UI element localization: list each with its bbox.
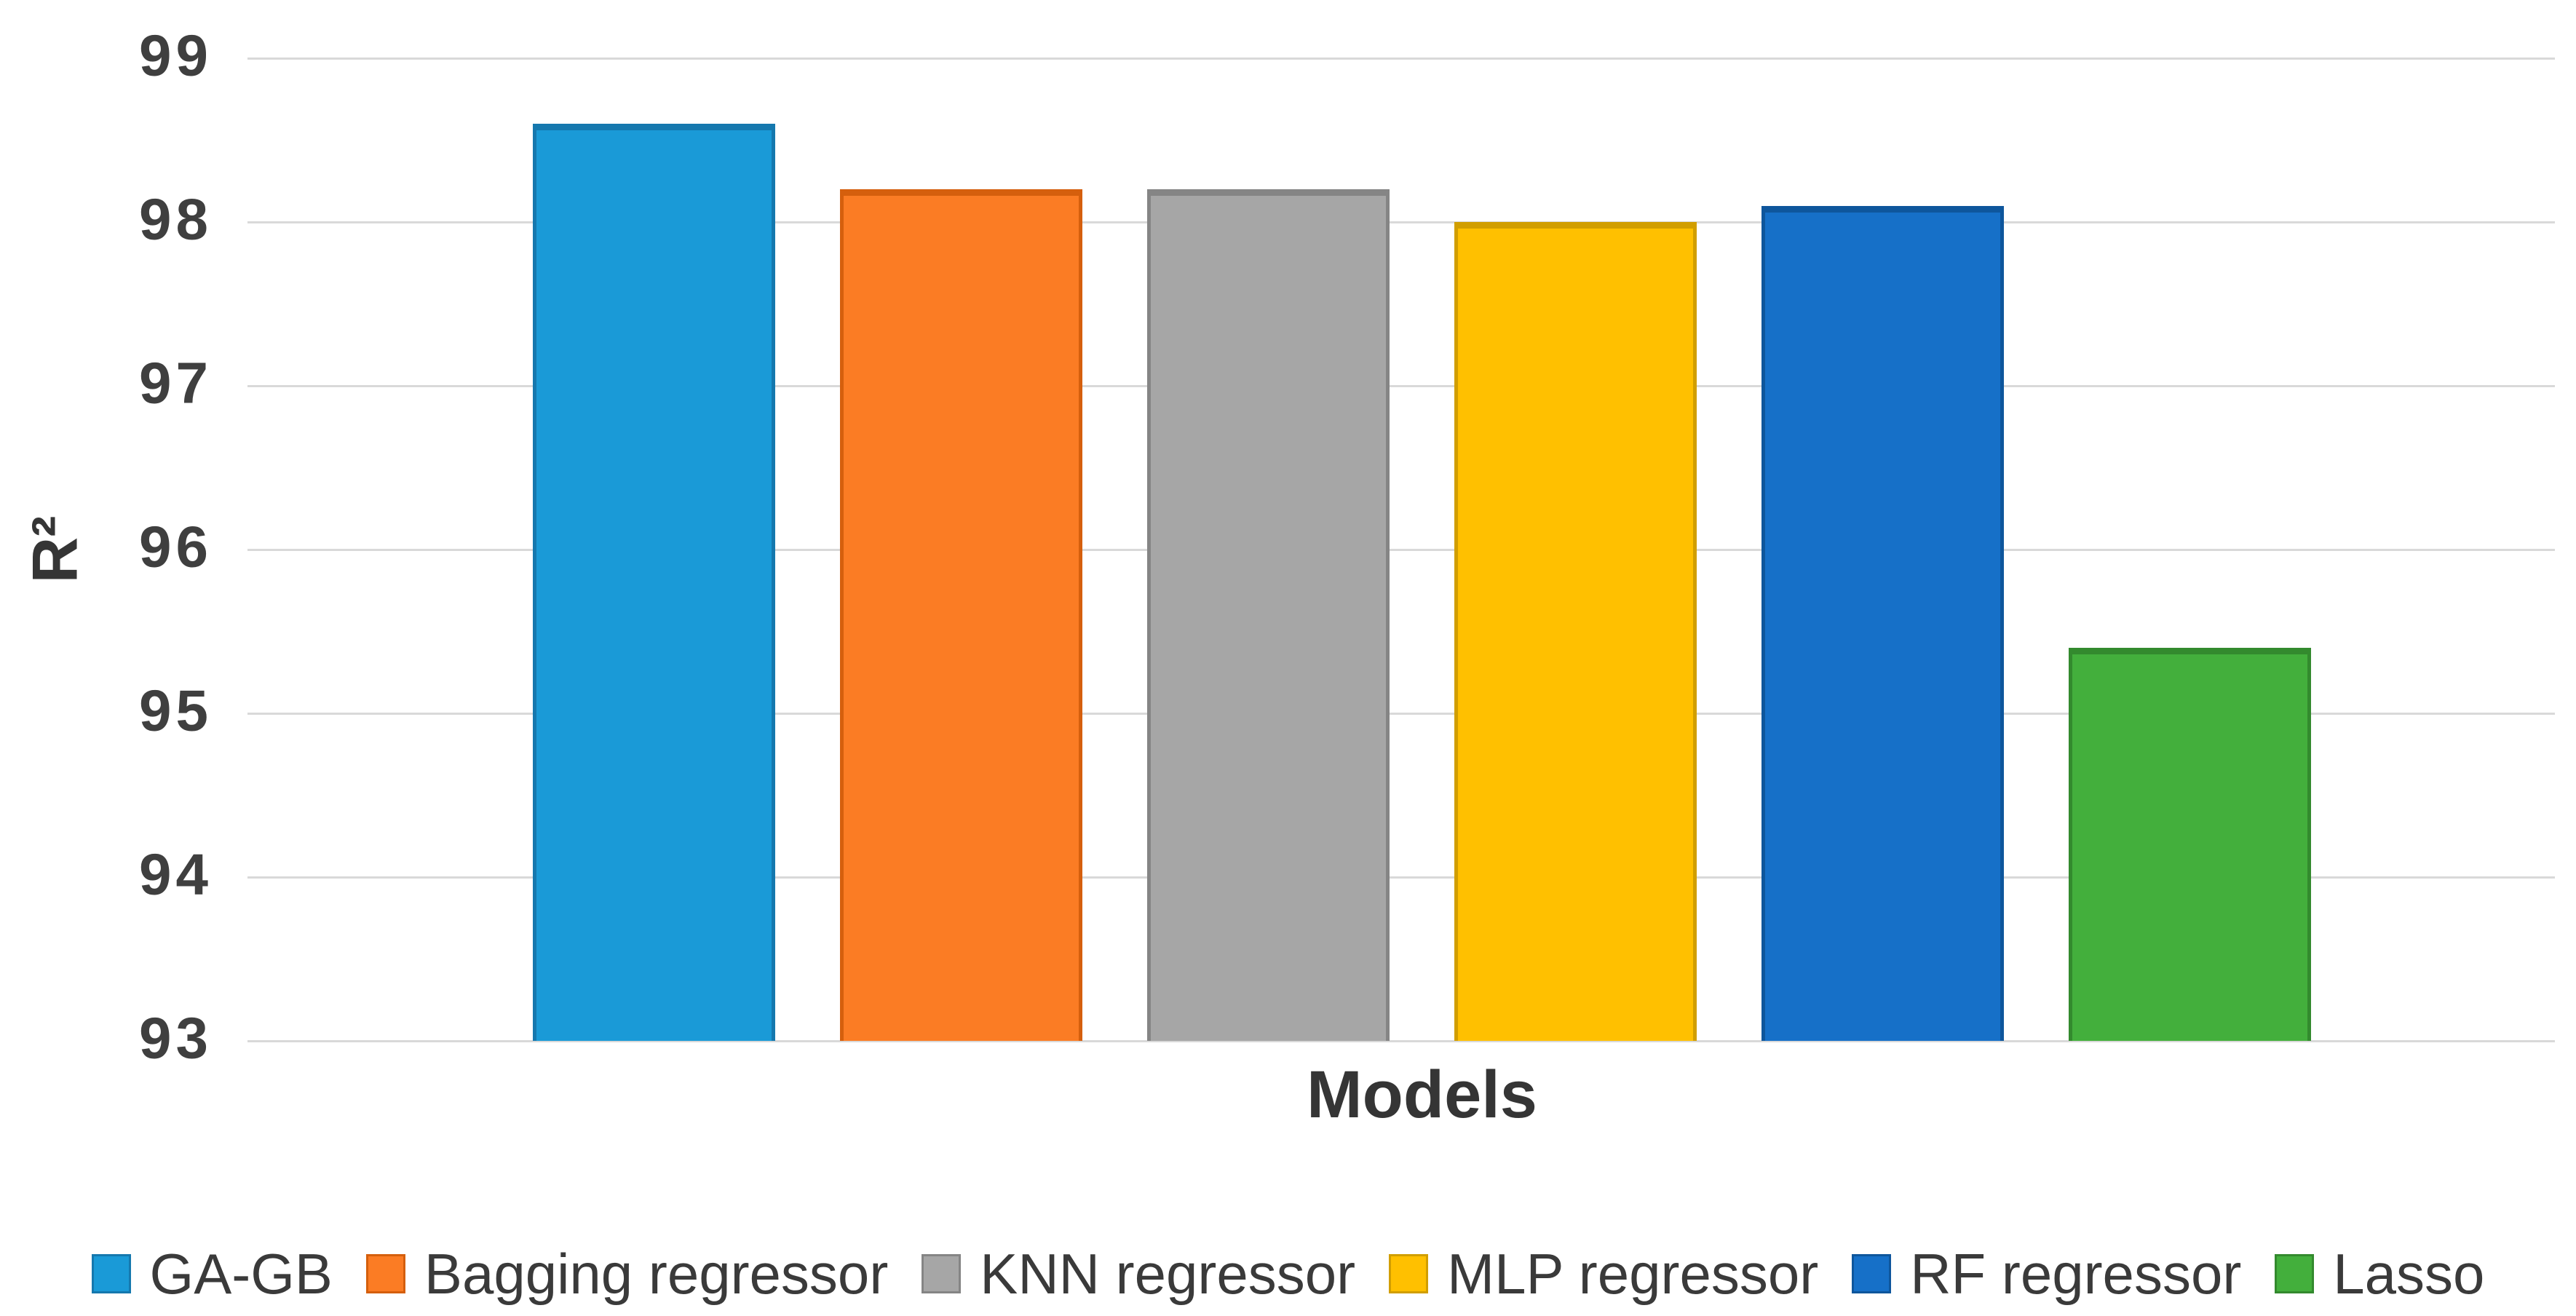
x-axis-title: Models — [1307, 1058, 1537, 1132]
y-tick-label-94: 94 — [139, 841, 213, 907]
bar-bagging-regressor — [840, 189, 1082, 1041]
y-tick-label-95: 95 — [139, 678, 213, 743]
y-tick-label-98: 98 — [139, 186, 213, 252]
legend-item-knn-regressor: KNN regressor — [922, 1241, 1355, 1307]
bar-knn-regressor — [1147, 189, 1390, 1041]
y-axis-title-box: R² — [0, 58, 109, 1041]
legend-item-bagging-regressor: Bagging regressor — [365, 1241, 889, 1307]
legend-swatch-ga-gb — [91, 1254, 131, 1293]
bar-mlp-regressor — [1454, 222, 1697, 1041]
legend-label-ga-gb: GA-GB — [149, 1241, 333, 1306]
bar-lasso — [2069, 648, 2311, 1041]
legend-item-ga-gb: GA-GB — [91, 1241, 333, 1307]
y-axis-title: R² — [17, 515, 90, 584]
gridline-y-96 — [247, 549, 2555, 551]
legend-label-rf-regressor: RF regressor — [1910, 1241, 2242, 1306]
gridline-y-94 — [247, 876, 2555, 879]
gridline-y-99 — [247, 58, 2555, 60]
legend-swatch-rf-regressor — [1852, 1254, 1892, 1293]
legend-item-lasso: Lasso — [2275, 1241, 2484, 1307]
legend-item-mlp-regressor: MLP regressor — [1389, 1241, 1818, 1307]
gridline-y-95 — [247, 713, 2555, 715]
bar-ga-gb — [533, 124, 775, 1041]
legend: GA-GB Bagging regressor KNN regressor MLP r… — [0, 1230, 2576, 1316]
bar-rf-regressor — [1761, 205, 2004, 1041]
y-tick-label-93: 93 — [139, 1005, 213, 1071]
legend-item-rf-regressor: RF regressor — [1852, 1241, 2241, 1307]
gridline-y-93 — [247, 1040, 2555, 1042]
y-tick-label-96: 96 — [139, 514, 213, 579]
legend-label-mlp-regressor: MLP regressor — [1447, 1241, 1819, 1306]
legend-swatch-mlp-regressor — [1389, 1254, 1429, 1293]
y-tick-label-97: 97 — [139, 350, 213, 416]
gridline-y-97 — [247, 385, 2555, 387]
legend-swatch-bagging-regressor — [365, 1254, 405, 1293]
legend-label-bagging-regressor: Bagging regressor — [424, 1241, 889, 1306]
legend-swatch-knn-regressor — [922, 1254, 962, 1293]
y-tick-label-99: 99 — [139, 23, 213, 88]
legend-swatch-lasso — [2275, 1254, 2315, 1293]
legend-label-knn-regressor: KNN regressor — [980, 1241, 1356, 1306]
gridline-y-98 — [247, 221, 2555, 223]
legend-label-lasso: Lasso — [2333, 1241, 2485, 1306]
